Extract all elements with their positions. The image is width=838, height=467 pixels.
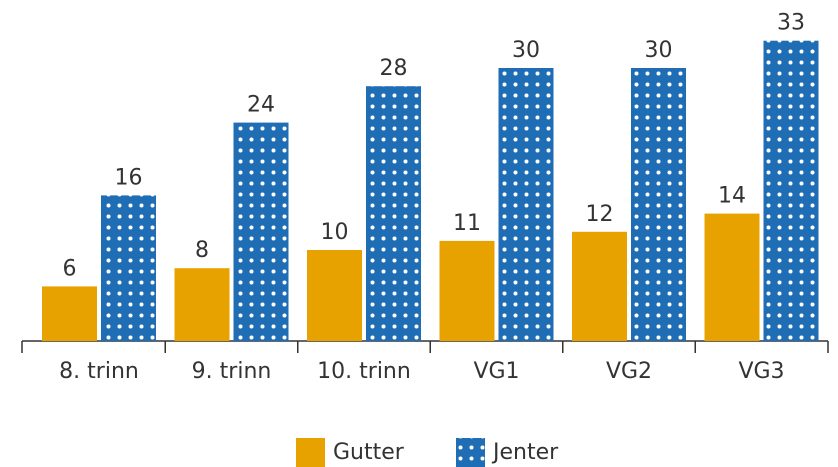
bar bbox=[631, 68, 686, 341]
legend-label: Gutter bbox=[333, 440, 405, 465]
x-tick-label: VG2 bbox=[606, 359, 652, 384]
bar bbox=[101, 195, 156, 341]
bar bbox=[174, 268, 230, 341]
bar bbox=[307, 250, 362, 341]
bar bbox=[763, 40, 819, 341]
x-tick-label: VG3 bbox=[738, 359, 784, 384]
data-label: 14 bbox=[718, 184, 746, 209]
data-label: 12 bbox=[586, 202, 614, 227]
bar bbox=[704, 213, 760, 341]
bar bbox=[42, 286, 97, 341]
data-label: 10 bbox=[321, 220, 349, 245]
x-tick-label: VG1 bbox=[473, 359, 519, 384]
legend-label: Jenter bbox=[491, 440, 559, 465]
bar bbox=[233, 122, 289, 341]
legend-swatch bbox=[456, 438, 485, 467]
x-tick-label: 9. trinn bbox=[192, 359, 272, 384]
bar bbox=[498, 68, 554, 341]
data-label: 24 bbox=[247, 93, 275, 118]
data-label: 30 bbox=[512, 38, 540, 63]
x-tick-label: 10. trinn bbox=[317, 359, 411, 384]
data-label: 11 bbox=[453, 211, 481, 236]
data-label: 28 bbox=[380, 56, 408, 81]
bar bbox=[366, 86, 421, 341]
x-tick-label: 8. trinn bbox=[59, 359, 139, 384]
data-label: 30 bbox=[645, 38, 673, 63]
bar bbox=[439, 240, 495, 341]
bar bbox=[572, 231, 627, 341]
legend-swatch bbox=[296, 438, 325, 467]
data-label: 8 bbox=[195, 238, 209, 263]
data-label: 6 bbox=[63, 256, 77, 281]
data-label: 33 bbox=[777, 11, 805, 36]
data-label: 16 bbox=[115, 165, 143, 190]
